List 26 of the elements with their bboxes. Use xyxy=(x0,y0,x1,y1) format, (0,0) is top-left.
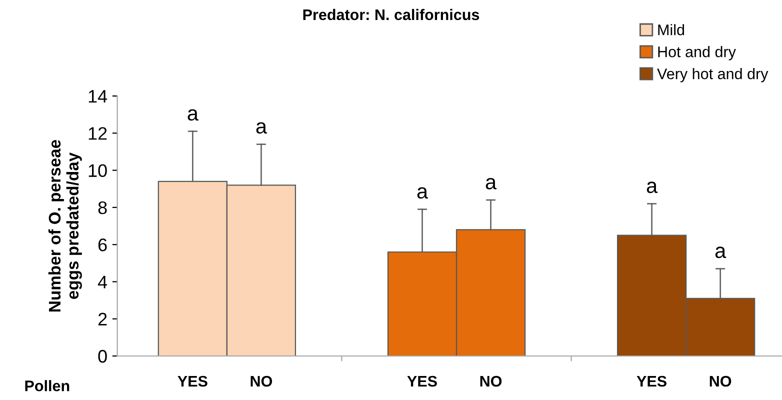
y-axis-title: Number of O. perseae eggs predated/day xyxy=(48,140,82,312)
y-tick-label: 6 xyxy=(98,238,107,252)
y-tick-label: 10 xyxy=(88,164,107,178)
data-label: a xyxy=(188,109,198,121)
y-tick-label: 2 xyxy=(98,312,107,326)
data-label: a xyxy=(417,187,428,199)
y-tick-label: 8 xyxy=(98,201,107,214)
data-label: a xyxy=(486,178,497,190)
legend-label: Hot and dry xyxy=(658,46,736,60)
x-tick-label: YES xyxy=(178,376,208,387)
x-tick-label: NO xyxy=(480,376,502,387)
chart-title: Predator: N. californicus xyxy=(303,8,480,20)
legend-label: Mild xyxy=(658,24,684,36)
y-tick-label: 14 xyxy=(88,90,108,103)
data-label: a xyxy=(256,122,267,134)
y-tick-label: 4 xyxy=(98,276,108,288)
x-tick-label: YES xyxy=(636,376,666,387)
x-tick-label: NO xyxy=(710,376,732,387)
data-label: a xyxy=(646,182,658,194)
y-tick-label: 0 xyxy=(98,350,107,363)
x-tick-label: NO xyxy=(250,376,272,387)
legend-label: Very hot and dry xyxy=(657,68,768,82)
x-tick-label: YES xyxy=(407,376,437,387)
data-label: a xyxy=(715,246,726,258)
y-tick-label: 12 xyxy=(88,127,107,140)
x-axis-title: Pollen xyxy=(25,380,70,392)
